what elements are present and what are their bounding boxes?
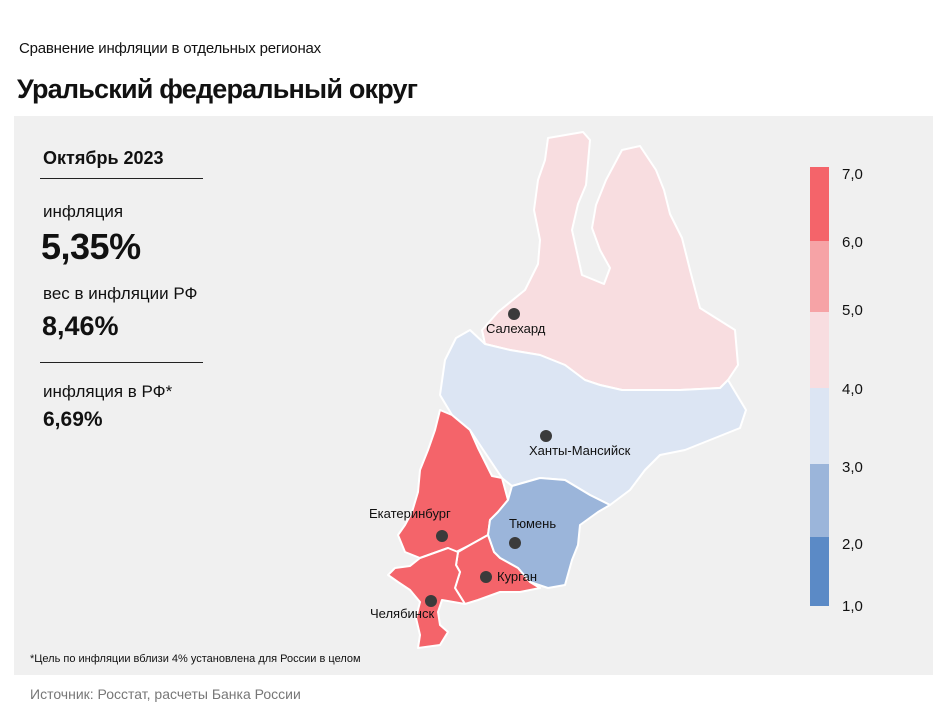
city-label-salekhard: Салехард bbox=[486, 321, 546, 336]
chart-title: Уральский федеральный округ bbox=[17, 74, 418, 104]
city-dot-salekhard bbox=[508, 308, 520, 320]
source-note: Источник: Росстат, расчеты Банка России bbox=[30, 686, 301, 702]
legend-swatch-4-5 bbox=[810, 312, 829, 388]
legend-value-1: 1,0 bbox=[842, 598, 863, 615]
legend-value-7: 7,0 bbox=[842, 166, 863, 183]
region-khanty-mansi bbox=[439, 329, 747, 506]
city-label-tyumen: Тюмень bbox=[509, 516, 557, 531]
city-dot-chelyabinsk bbox=[425, 595, 437, 607]
city-label-kurgan: Курган bbox=[497, 569, 538, 584]
city-dot-kurgan bbox=[480, 571, 492, 583]
legend-swatch-6-7 bbox=[810, 167, 829, 241]
inflation-label: инфляция bbox=[43, 202, 124, 221]
legend-swatch-1-2 bbox=[810, 537, 829, 606]
divider-top bbox=[40, 178, 203, 179]
inflation-value: 5,35% bbox=[41, 226, 141, 267]
city-label-ekaterinburg: Екатеринбург bbox=[369, 506, 451, 521]
legend-value-6: 6,0 bbox=[842, 234, 863, 251]
city-label-chelyabinsk: Челябинск bbox=[370, 606, 435, 621]
rf-inflation-value: 6,69% bbox=[43, 408, 103, 431]
city-dot-khanty-mansiysk bbox=[540, 430, 552, 442]
chart-subtitle: Сравнение инфляции в отдельных регионах bbox=[19, 40, 321, 57]
footnote: *Цель по инфляции вблизи 4% установлена … bbox=[30, 653, 361, 665]
rf-inflation-label: инфляция в РФ* bbox=[43, 382, 173, 401]
city-label-khanty-mansiysk: Ханты-Мансийск bbox=[529, 443, 631, 458]
period-label: Октябрь 2023 bbox=[43, 148, 164, 168]
legend-value-2: 2,0 bbox=[842, 536, 863, 553]
legend-swatch-2-3 bbox=[810, 464, 829, 537]
city-dot-ekaterinburg bbox=[436, 530, 448, 542]
legend-value-3: 3,0 bbox=[842, 459, 863, 476]
legend-value-5: 5,0 bbox=[842, 302, 863, 319]
legend-swatch-3-4 bbox=[810, 388, 829, 464]
city-dot-tyumen bbox=[509, 537, 521, 549]
divider-bottom bbox=[40, 362, 203, 363]
region-tyumen bbox=[487, 477, 611, 589]
weight-value: 8,46% bbox=[42, 311, 119, 341]
legend-value-4: 4,0 bbox=[842, 381, 863, 398]
legend-swatch-5-6 bbox=[810, 241, 829, 312]
weight-label: вес в инфляции РФ bbox=[43, 284, 198, 303]
region-yamalo-nenets bbox=[481, 131, 739, 391]
